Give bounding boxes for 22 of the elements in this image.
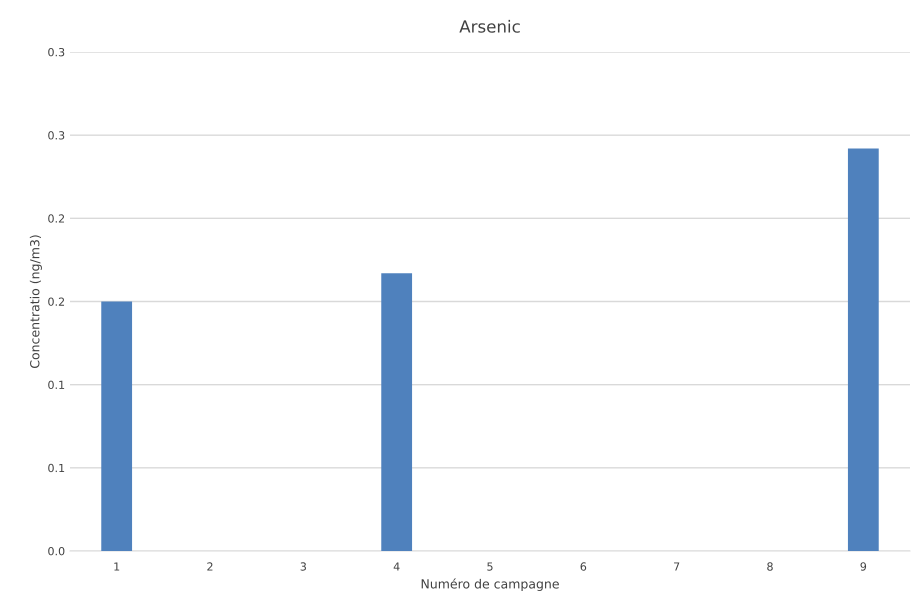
y-tick-label: 0.1 [48,464,64,472]
x-tick-label: 9 [860,562,866,571]
bar [848,148,879,551]
x-axis-title: Numéro de campagne [422,578,559,592]
bar [381,273,412,551]
y-tick-label: 0.0 [48,546,64,556]
y-tick-label: 0.1 [48,380,64,390]
x-tick-label: 5 [487,562,493,571]
y-tick-label: 0.2 [48,297,64,306]
y-axis-title: Concentratio (ng/m3) [30,235,42,368]
y-tick-label: 0.3 [48,131,64,140]
y-tick-label: 0.3 [48,48,64,56]
bar [101,302,132,551]
x-tick-label: 2 [207,562,212,571]
x-tick-label: 4 [394,562,400,571]
x-tick-label: 8 [767,562,773,571]
y-tick-label: 0.2 [48,214,64,223]
x-tick-label: 1 [114,562,120,571]
x-tick-label: 7 [674,562,680,571]
chart-title: Arsenic [459,20,520,33]
x-tick-label: 3 [300,562,306,571]
x-tick-label: 6 [580,562,586,571]
